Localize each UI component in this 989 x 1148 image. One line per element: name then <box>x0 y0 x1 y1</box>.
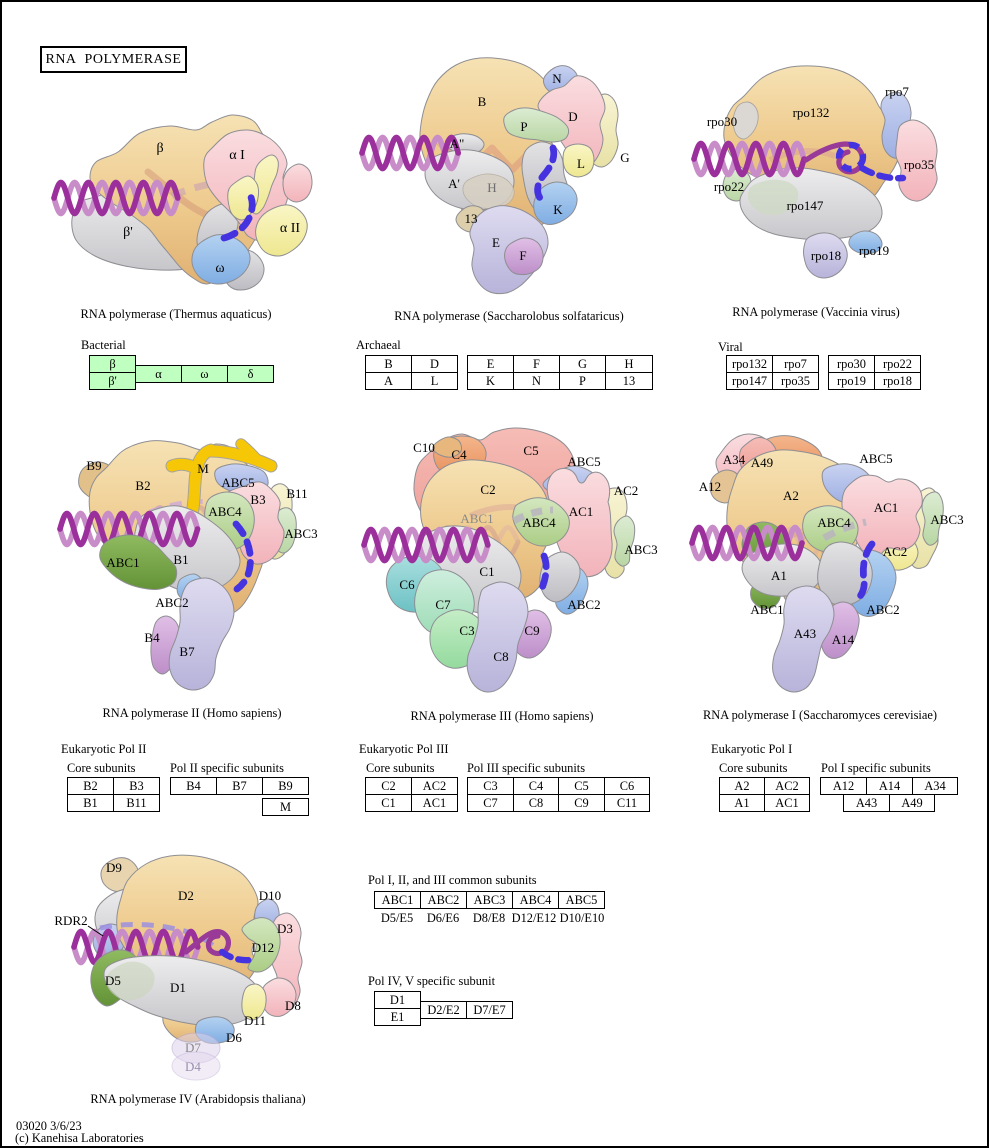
svg-text:β: β <box>156 141 163 156</box>
svg-text:C10: C10 <box>413 440 435 455</box>
svg-text:C7: C7 <box>435 597 451 612</box>
svg-text:rpo19: rpo19 <box>859 243 889 258</box>
svg-text:D11: D11 <box>244 1013 266 1028</box>
svg-text:ABC4: ABC4 <box>208 504 242 519</box>
svg-text:rpo147: rpo147 <box>787 198 824 213</box>
svg-text:A34: A34 <box>723 452 746 467</box>
svg-text:A2: A2 <box>783 488 799 503</box>
svg-text:E: E <box>492 235 500 250</box>
svg-text:ABC2: ABC2 <box>866 602 899 617</box>
svg-text:H: H <box>487 180 496 195</box>
svg-text:F: F <box>519 248 526 263</box>
svg-text:C2: C2 <box>480 482 495 497</box>
svg-text:A1: A1 <box>771 568 787 583</box>
svg-text:B2: B2 <box>135 478 150 493</box>
svg-text:C1: C1 <box>479 564 494 579</box>
svg-text:C3: C3 <box>459 623 474 638</box>
svg-text:M: M <box>197 461 209 476</box>
svg-text:N: N <box>552 71 562 86</box>
svg-text:ABC5: ABC5 <box>859 451 892 466</box>
svg-text:rpo7: rpo7 <box>885 84 909 99</box>
svg-text:D3: D3 <box>277 921 293 936</box>
svg-text:K: K <box>553 202 563 217</box>
svg-text:AC2: AC2 <box>614 483 639 498</box>
svg-text:ABC1: ABC1 <box>750 602 783 617</box>
svg-text:D4: D4 <box>185 1059 201 1074</box>
svg-text:ABC3: ABC3 <box>284 526 317 541</box>
svg-text:13: 13 <box>465 211 478 226</box>
svg-text:D: D <box>568 109 577 124</box>
svg-text:L: L <box>577 156 585 171</box>
svg-text:ABC5: ABC5 <box>221 475 254 490</box>
svg-text:D8: D8 <box>285 998 301 1013</box>
svg-text:B4: B4 <box>144 630 160 645</box>
svg-text:rpo22: rpo22 <box>714 179 744 194</box>
svg-text:B11: B11 <box>286 486 307 501</box>
svg-text:A': A' <box>448 176 460 191</box>
svg-text:C4: C4 <box>451 447 467 462</box>
svg-text:α II: α II <box>280 221 300 236</box>
svg-text:D12: D12 <box>252 940 274 955</box>
svg-text:C8: C8 <box>493 649 508 664</box>
svg-text:RDR2: RDR2 <box>54 913 87 928</box>
svg-text:ABC5: ABC5 <box>567 454 600 469</box>
svg-text:D2: D2 <box>178 888 194 903</box>
svg-text:AC1: AC1 <box>569 504 594 519</box>
svg-text:ABC4: ABC4 <box>817 515 851 530</box>
svg-text:G: G <box>620 150 629 165</box>
svg-text:A49: A49 <box>751 455 773 470</box>
svg-text:C6: C6 <box>399 577 415 592</box>
svg-text:D7: D7 <box>185 1040 201 1055</box>
svg-text:D5: D5 <box>105 973 121 988</box>
svg-text:ABC2: ABC2 <box>155 595 188 610</box>
svg-text:AC1: AC1 <box>874 500 899 515</box>
svg-text:C5: C5 <box>523 443 538 458</box>
svg-text:α I: α I <box>229 148 245 163</box>
svg-text:ABC1: ABC1 <box>106 555 139 570</box>
svg-text:ABC3: ABC3 <box>624 542 657 557</box>
svg-text:ABC3: ABC3 <box>930 512 963 527</box>
svg-text:A12: A12 <box>699 479 721 494</box>
svg-text:rpo30: rpo30 <box>707 114 737 129</box>
svg-text:A14: A14 <box>832 632 855 647</box>
svg-text:P: P <box>520 119 527 134</box>
svg-text:D6: D6 <box>226 1030 242 1045</box>
svg-text:B7: B7 <box>179 644 195 659</box>
svg-text:rpo18: rpo18 <box>811 248 841 263</box>
svg-text:B: B <box>478 94 487 109</box>
svg-text:AC2: AC2 <box>883 544 908 559</box>
svg-text:D1: D1 <box>170 980 186 995</box>
svg-text:A": A" <box>450 136 465 151</box>
svg-text:B9: B9 <box>86 458 101 473</box>
svg-text:A43: A43 <box>794 626 816 641</box>
svg-text:β': β' <box>123 225 133 240</box>
svg-text:ABC2: ABC2 <box>567 597 600 612</box>
svg-text:rpo35: rpo35 <box>904 157 934 172</box>
svg-text:D10: D10 <box>259 888 281 903</box>
svg-text:ABC4: ABC4 <box>522 515 556 530</box>
svg-text:C9: C9 <box>524 623 539 638</box>
svg-text:D9: D9 <box>106 860 122 875</box>
svg-text:ABC1: ABC1 <box>460 511 493 526</box>
svg-text:ω: ω <box>215 261 224 276</box>
svg-text:rpo132: rpo132 <box>793 105 830 120</box>
svg-text:B3: B3 <box>250 492 265 507</box>
svg-text:B1: B1 <box>173 552 188 567</box>
